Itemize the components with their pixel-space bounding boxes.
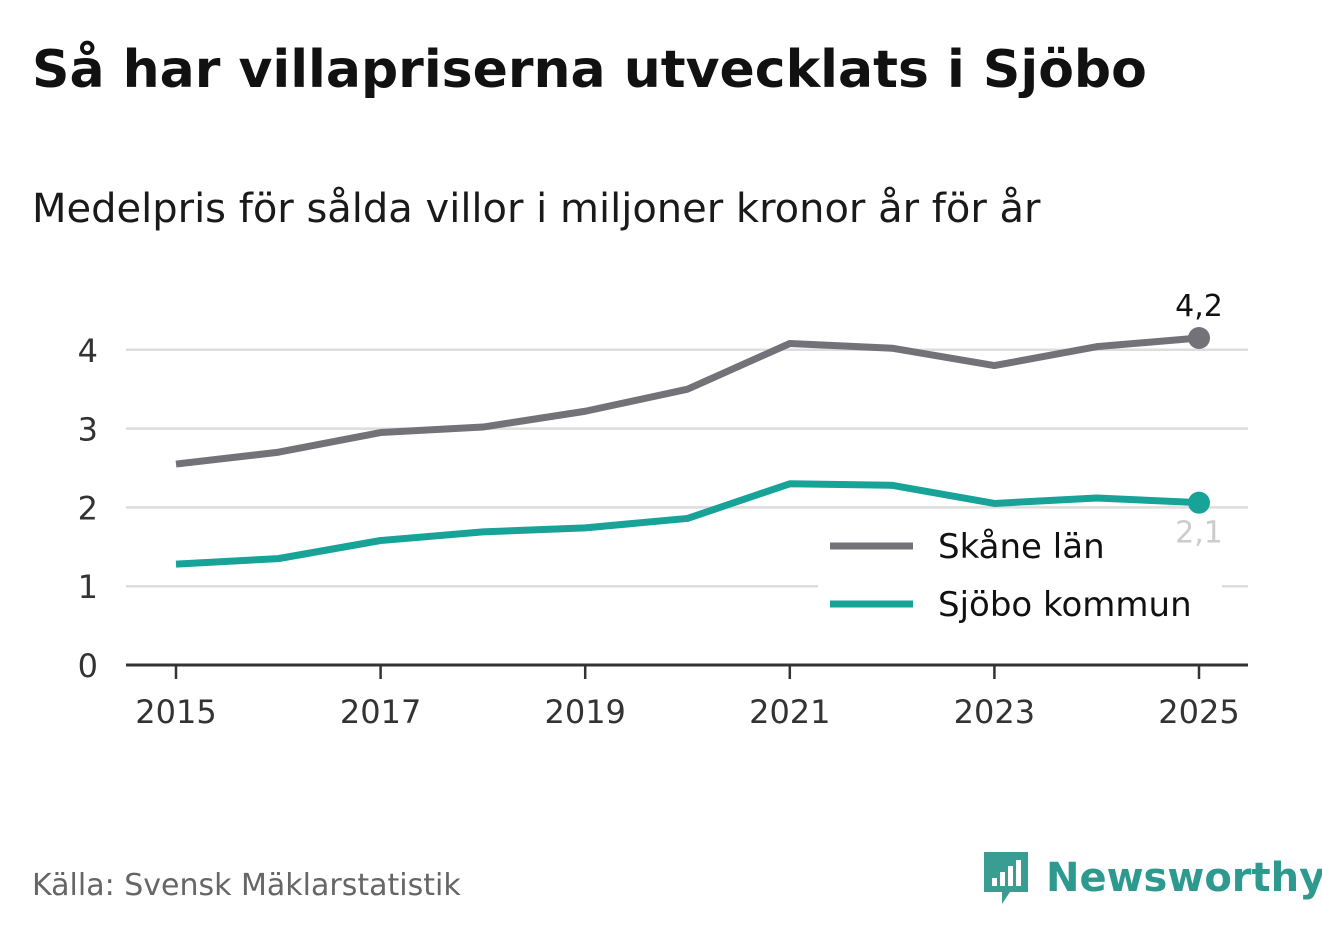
chart-subtitle: Medelpris för sålda villor i miljoner kr…	[32, 186, 1041, 232]
x-tick-label: 2021	[749, 693, 830, 731]
end-label-sjobo: 2,1	[1175, 516, 1223, 551]
legend-label: Sjöbo kommun	[938, 585, 1192, 625]
y-tick-label: 1	[78, 568, 98, 606]
end-labels: 4,2 2,1	[1175, 289, 1223, 551]
y-tick-label: 4	[78, 332, 98, 370]
x-tick-label: 2023	[954, 693, 1035, 731]
brand-name: Newsworthy	[1046, 855, 1322, 901]
axes: 0 1 2 3 4 2015 2017 2019 2021 2023 2025	[78, 332, 1248, 731]
x-tick-label: 2019	[544, 693, 625, 731]
end-label-skane: 4,2	[1175, 289, 1223, 324]
legend-background	[818, 572, 1222, 606]
series-lines	[175, 326, 1210, 568]
legend: Skåne län Sjöbo kommun	[818, 527, 1222, 625]
source-note: Källa: Svensk Mäklarstatistik	[32, 868, 461, 903]
y-tick-label: 0	[78, 647, 98, 685]
end-point-skane	[1188, 326, 1210, 349]
brand-logo: Newsworthy	[980, 848, 1322, 908]
end-point-sjobo	[1188, 491, 1210, 514]
y-tick-label: 3	[78, 411, 98, 449]
series-line-skane	[175, 334, 1200, 468]
y-tick-label: 2	[78, 489, 98, 527]
x-tick-label: 2015	[135, 693, 216, 731]
x-tick-label: 2017	[340, 693, 421, 731]
x-tick-label: 2025	[1158, 693, 1239, 731]
chart-title: Så har villapriserna utvecklats i Sjöbo	[32, 40, 1147, 100]
series-line-sjobo	[175, 480, 1200, 568]
legend-label: Skåne län	[938, 527, 1105, 567]
bar-chart-speech-bubble-icon	[984, 852, 1028, 904]
